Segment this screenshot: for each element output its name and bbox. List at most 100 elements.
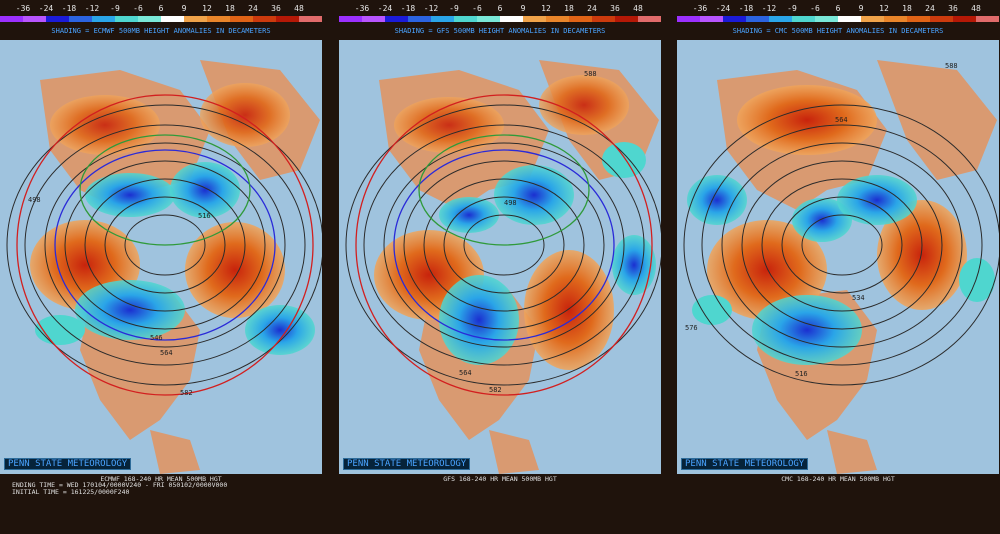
scale-label: -12 (84, 4, 100, 13)
scale-label: -36 (15, 4, 31, 13)
scale-swatch (792, 16, 815, 22)
scale-swatch (207, 16, 230, 22)
scale-swatch (362, 16, 385, 22)
scale-swatch (677, 16, 700, 22)
contour-labels: 588 564 576 534 516 (685, 62, 958, 378)
contour-label: 516 (198, 212, 211, 220)
scale-label: 36 (610, 4, 620, 13)
scale-swatch (723, 16, 746, 22)
scale-label: -6 (810, 4, 820, 13)
scale-label: 9 (520, 4, 526, 13)
scale-label: -18 (738, 4, 754, 13)
scale-swatch (953, 16, 976, 22)
scale-label: -9 (110, 4, 120, 13)
cmc-map-svg: 588 564 576 534 516 (683, 60, 999, 474)
height-contours (6, 104, 322, 386)
scale-label: 24 (587, 4, 597, 13)
scale-label: 6 (497, 4, 503, 13)
scale-label: -36 (354, 4, 370, 13)
gfs-map[interactable]: 588 498 564 582 (339, 40, 661, 474)
scale-label: -24 (715, 4, 731, 13)
penn-state-credit: PENN STATE METEOROLOGY (681, 458, 809, 470)
anomaly-color-scale: -36 -24 -18 -12 -9 -6 6 9 12 18 24 36 48 (677, 4, 999, 28)
contour-label: 564 (459, 369, 472, 377)
contour-label: 564 (835, 116, 848, 124)
scale-swatch (477, 16, 500, 22)
scale-swatch (930, 16, 953, 22)
scale-swatch (454, 16, 477, 22)
height-contours (345, 104, 661, 386)
scale-swatch (523, 16, 546, 22)
shading-caption: SHADING = GFS 500MB HEIGHT ANOMALIES IN … (394, 27, 606, 35)
scale-swatch (746, 16, 769, 22)
scale-swatch (385, 16, 408, 22)
scale-swatch (161, 16, 184, 22)
cmc-panel: -36 -24 -18 -12 -9 -6 6 9 12 18 24 36 48 SHADING = C… (677, 0, 999, 534)
run-times: ENDING TIME = WED 170104/0000V240 - FRI … (12, 482, 322, 496)
scale-swatch (884, 16, 907, 22)
anomaly-color-scale: -36 -24 -18 -12 -9 -6 6 9 12 18 24 36 48 (0, 4, 322, 28)
scale-label: -18 (400, 4, 416, 13)
penn-state-credit: PENN STATE METEOROLOGY (343, 458, 471, 470)
scale-label: 24 (248, 4, 258, 13)
contour-label: 582 (489, 386, 502, 394)
contour-labels: 588 498 564 582 (459, 70, 597, 394)
scale-label: -24 (377, 4, 393, 13)
penn-state-credit: PENN STATE METEOROLOGY (4, 458, 132, 470)
scale-swatch (253, 16, 276, 22)
scale-swatch (615, 16, 638, 22)
scale-label: 48 (633, 4, 643, 13)
scale-swatch (0, 16, 23, 22)
scale-swatch (299, 16, 322, 22)
scale-swatch (907, 16, 930, 22)
scale-label: -9 (449, 4, 459, 13)
scale-label: -12 (761, 4, 777, 13)
scale-swatch (976, 16, 999, 22)
scale-swatches (339, 16, 661, 22)
scale-swatch (861, 16, 884, 22)
scale-swatch (569, 16, 592, 22)
gfs-panel: -36 -24 -18 -12 -9 -6 6 9 12 18 24 36 48 SHADING = G… (339, 0, 661, 534)
ecmwf-map[interactable]: 498 516 546 564 582 (0, 40, 322, 474)
scale-swatch (138, 16, 161, 22)
scale-swatch (592, 16, 615, 22)
scale-label: 36 (948, 4, 958, 13)
scale-labels: -36 -24 -18 -12 -9 -6 6 9 12 18 24 36 48 (0, 4, 322, 15)
scale-swatch (69, 16, 92, 22)
scale-label: -6 (472, 4, 482, 13)
scale-label: 48 (971, 4, 981, 13)
contour-label: 534 (852, 294, 865, 302)
scale-swatch (115, 16, 138, 22)
scale-swatch (815, 16, 838, 22)
scale-label: -12 (423, 4, 439, 13)
contour-label: 498 (504, 199, 517, 207)
scale-label: -6 (133, 4, 143, 13)
contour-label: 564 (160, 349, 173, 357)
contour-label: 588 (584, 70, 597, 78)
scale-swatch (546, 16, 569, 22)
scale-label: 9 (181, 4, 187, 13)
scale-swatch (700, 16, 723, 22)
anomaly-shading (687, 85, 995, 365)
scale-swatch (92, 16, 115, 22)
panel-subtitle: GFS 168-240 HR MEAN 500MB HGT (443, 475, 557, 483)
shading-caption: SHADING = CMC 500MB HEIGHT ANOMALIES IN … (732, 27, 944, 35)
ending-time: ENDING TIME = WED 170104/0000V240 - FRI … (12, 481, 228, 489)
anomaly-color-scale: -36 -24 -18 -12 -9 -6 6 9 12 18 24 36 48 (339, 4, 661, 28)
scale-swatch (339, 16, 362, 22)
cmc-map[interactable]: 588 564 576 534 516 (677, 40, 999, 474)
scale-swatch (408, 16, 431, 22)
ecmwf-map-svg: 498 516 546 564 582 (6, 60, 322, 474)
panel-subtitle: CMC 168-240 HR MEAN 500MB HGT (781, 475, 895, 483)
scale-label: 6 (158, 4, 164, 13)
scale-labels: -36 -24 -18 -12 -9 -6 6 9 12 18 24 36 48 (339, 4, 661, 15)
ecmwf-panel: -36 -24 -18 -12 -9 -6 6 9 12 18 24 36 48 SHADING = E… (0, 0, 322, 534)
scale-swatch (23, 16, 46, 22)
scale-label: 6 (835, 4, 841, 13)
contour-label: 546 (150, 334, 163, 342)
reference-contours (16, 94, 314, 396)
shading-caption: SHADING = ECMWF 500MB HEIGHT ANOMALIES I… (51, 27, 271, 35)
scale-label: 18 (902, 4, 912, 13)
scale-label: 24 (925, 4, 935, 13)
scale-swatches (677, 16, 999, 22)
